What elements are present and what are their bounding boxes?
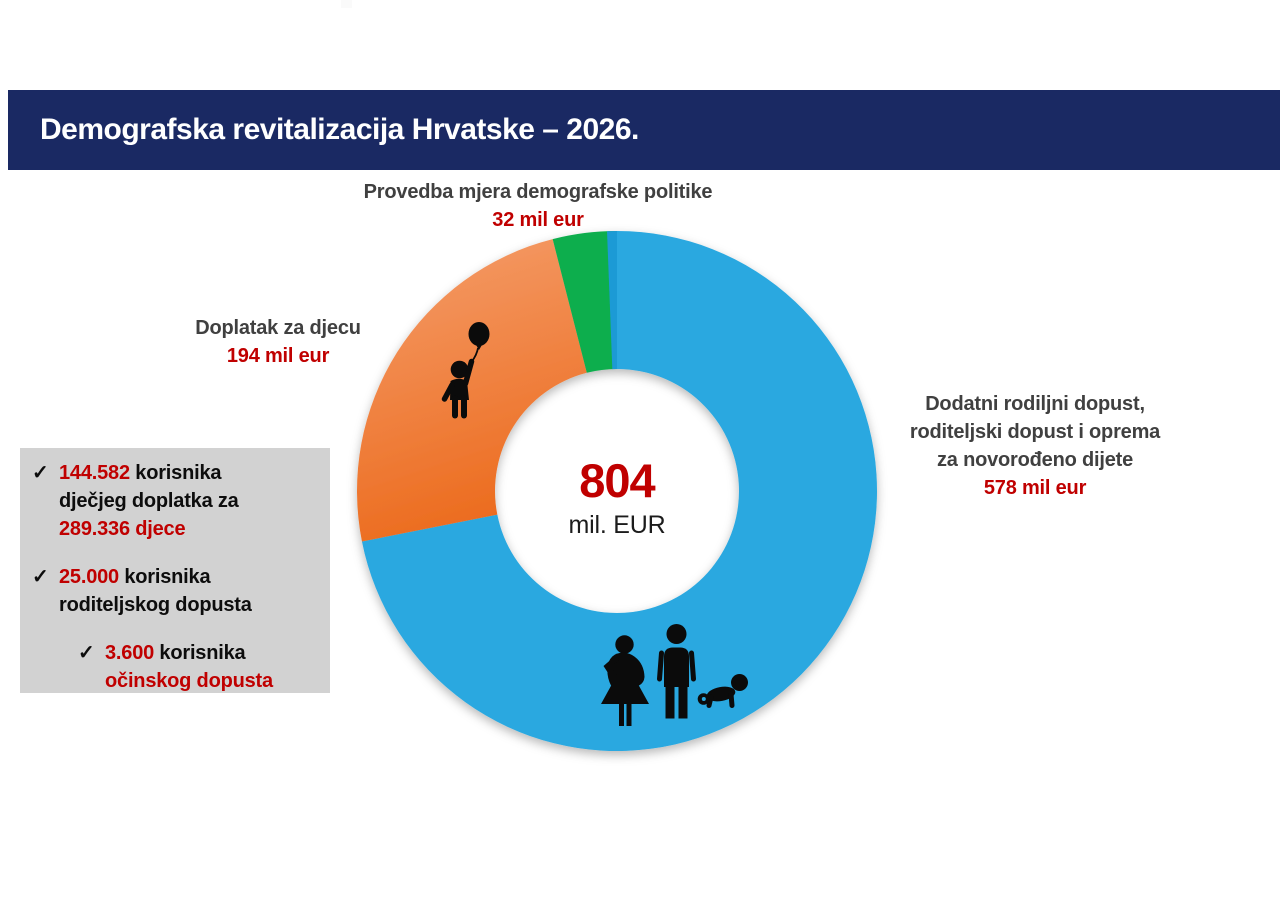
label-orange-slice: Doplatak za djecu 194 mil eur: [103, 314, 453, 370]
render-artifact: [341, 0, 352, 8]
slice-label: za novorođeno dijete: [936, 449, 1134, 471]
check-icon: ✓: [32, 462, 49, 484]
donut-slices: [357, 231, 877, 751]
slice-label: roditeljski dopust i oprema: [909, 421, 1161, 443]
pie-slice-2: [552, 231, 617, 373]
slice-value-label: 194 mil eur: [226, 345, 330, 367]
slice-label: Dodatni rodiljni dopust,: [925, 393, 1145, 415]
title-bar: Demografska revitalizacija Hrvatske – 20…: [8, 90, 1280, 170]
slice-value-label: 578 mil eur: [983, 477, 1087, 499]
list-item: ✓ 25.000 korisnika roditeljskog dopusta: [32, 563, 320, 619]
beneficiaries-box: ✓ 144.582 korisnika dječjeg doplatka za …: [20, 448, 330, 693]
slice-label: Provedba mjera demografske politike: [363, 181, 713, 203]
pictogram-icons: [441, 322, 748, 726]
pie-slice-end-sliver: [607, 231, 617, 370]
child-with-balloon-icon: [441, 322, 490, 419]
label-blue-slice: Dodatni rodiljni dopust, roditeljski dop…: [875, 390, 1195, 502]
check-icon: ✓: [32, 566, 49, 588]
total-unit: mil. EUR: [568, 511, 666, 539]
list-item: ✓ 3.600 korisnika očinskog dopusta: [78, 639, 320, 695]
pie-slice-0: [361, 231, 877, 751]
slice-value-label: 32 mil eur: [492, 209, 584, 231]
check-icon: ✓: [78, 642, 95, 664]
page-title: Demografska revitalizacija Hrvatske – 20…: [40, 113, 639, 146]
slice-label: Doplatak za djecu: [195, 317, 361, 339]
list-item: ✓ 144.582 korisnika dječjeg doplatka za …: [32, 459, 320, 543]
label-green-slice: Provedba mjera demografske politike 32 m…: [238, 178, 838, 234]
total-value: 804: [579, 454, 655, 507]
pie-slice-1: [357, 239, 587, 542]
man-icon: [657, 624, 696, 719]
crawling-baby-icon: [697, 674, 748, 708]
pregnant-woman-icon: [601, 635, 649, 726]
donut-center-total: 804 mil. EUR: [517, 455, 717, 541]
